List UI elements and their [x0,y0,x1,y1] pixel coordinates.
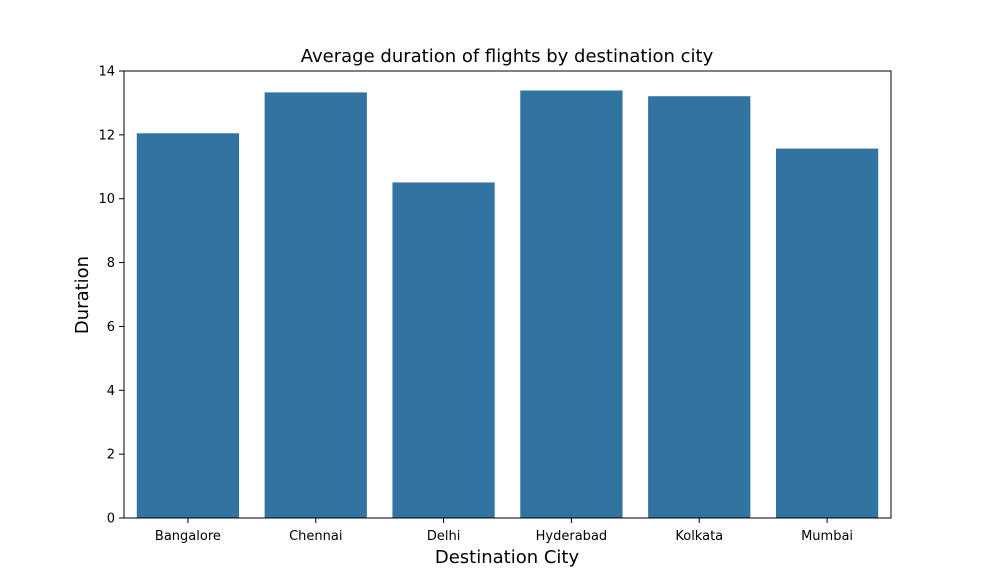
x-axis-label: Destination City [435,547,580,568]
x-tick-label: Hyderabad [536,529,608,544]
y-tick-label: 0 [107,512,115,527]
x-tick-label: Chennai [289,529,342,544]
x-axis: Bangalore Chennai Delhi Hyderabad Kolkata Mum… [155,518,853,544]
x-tick-label: Bangalore [155,529,221,544]
x-tick-label: Delhi [427,529,460,544]
x-tick-label: Kolkata [675,529,723,544]
y-tick-label: 14 [98,65,115,80]
bars-group [136,90,879,518]
y-tick-label: 8 [107,256,115,271]
bar-bangalore [136,133,240,518]
chart-title: Average duration of flights by destinati… [301,46,714,67]
y-tick-label: 2 [107,448,115,463]
bar-mumbai [775,148,879,518]
y-tick-label: 4 [107,384,115,399]
x-tick-label: Mumbai [801,529,853,544]
y-axis-label: Duration [72,256,93,334]
y-tick-label: 6 [107,320,115,335]
y-axis: 0 2 4 6 8 10 12 14 [98,65,124,527]
y-tick-label: 12 [98,128,115,143]
bar-delhi [392,182,495,518]
bar-hyderabad [520,90,623,518]
bar-chennai [264,92,367,518]
y-tick-label: 10 [98,192,115,207]
bar-kolkata [648,96,751,518]
plot-frame [123,70,892,519]
